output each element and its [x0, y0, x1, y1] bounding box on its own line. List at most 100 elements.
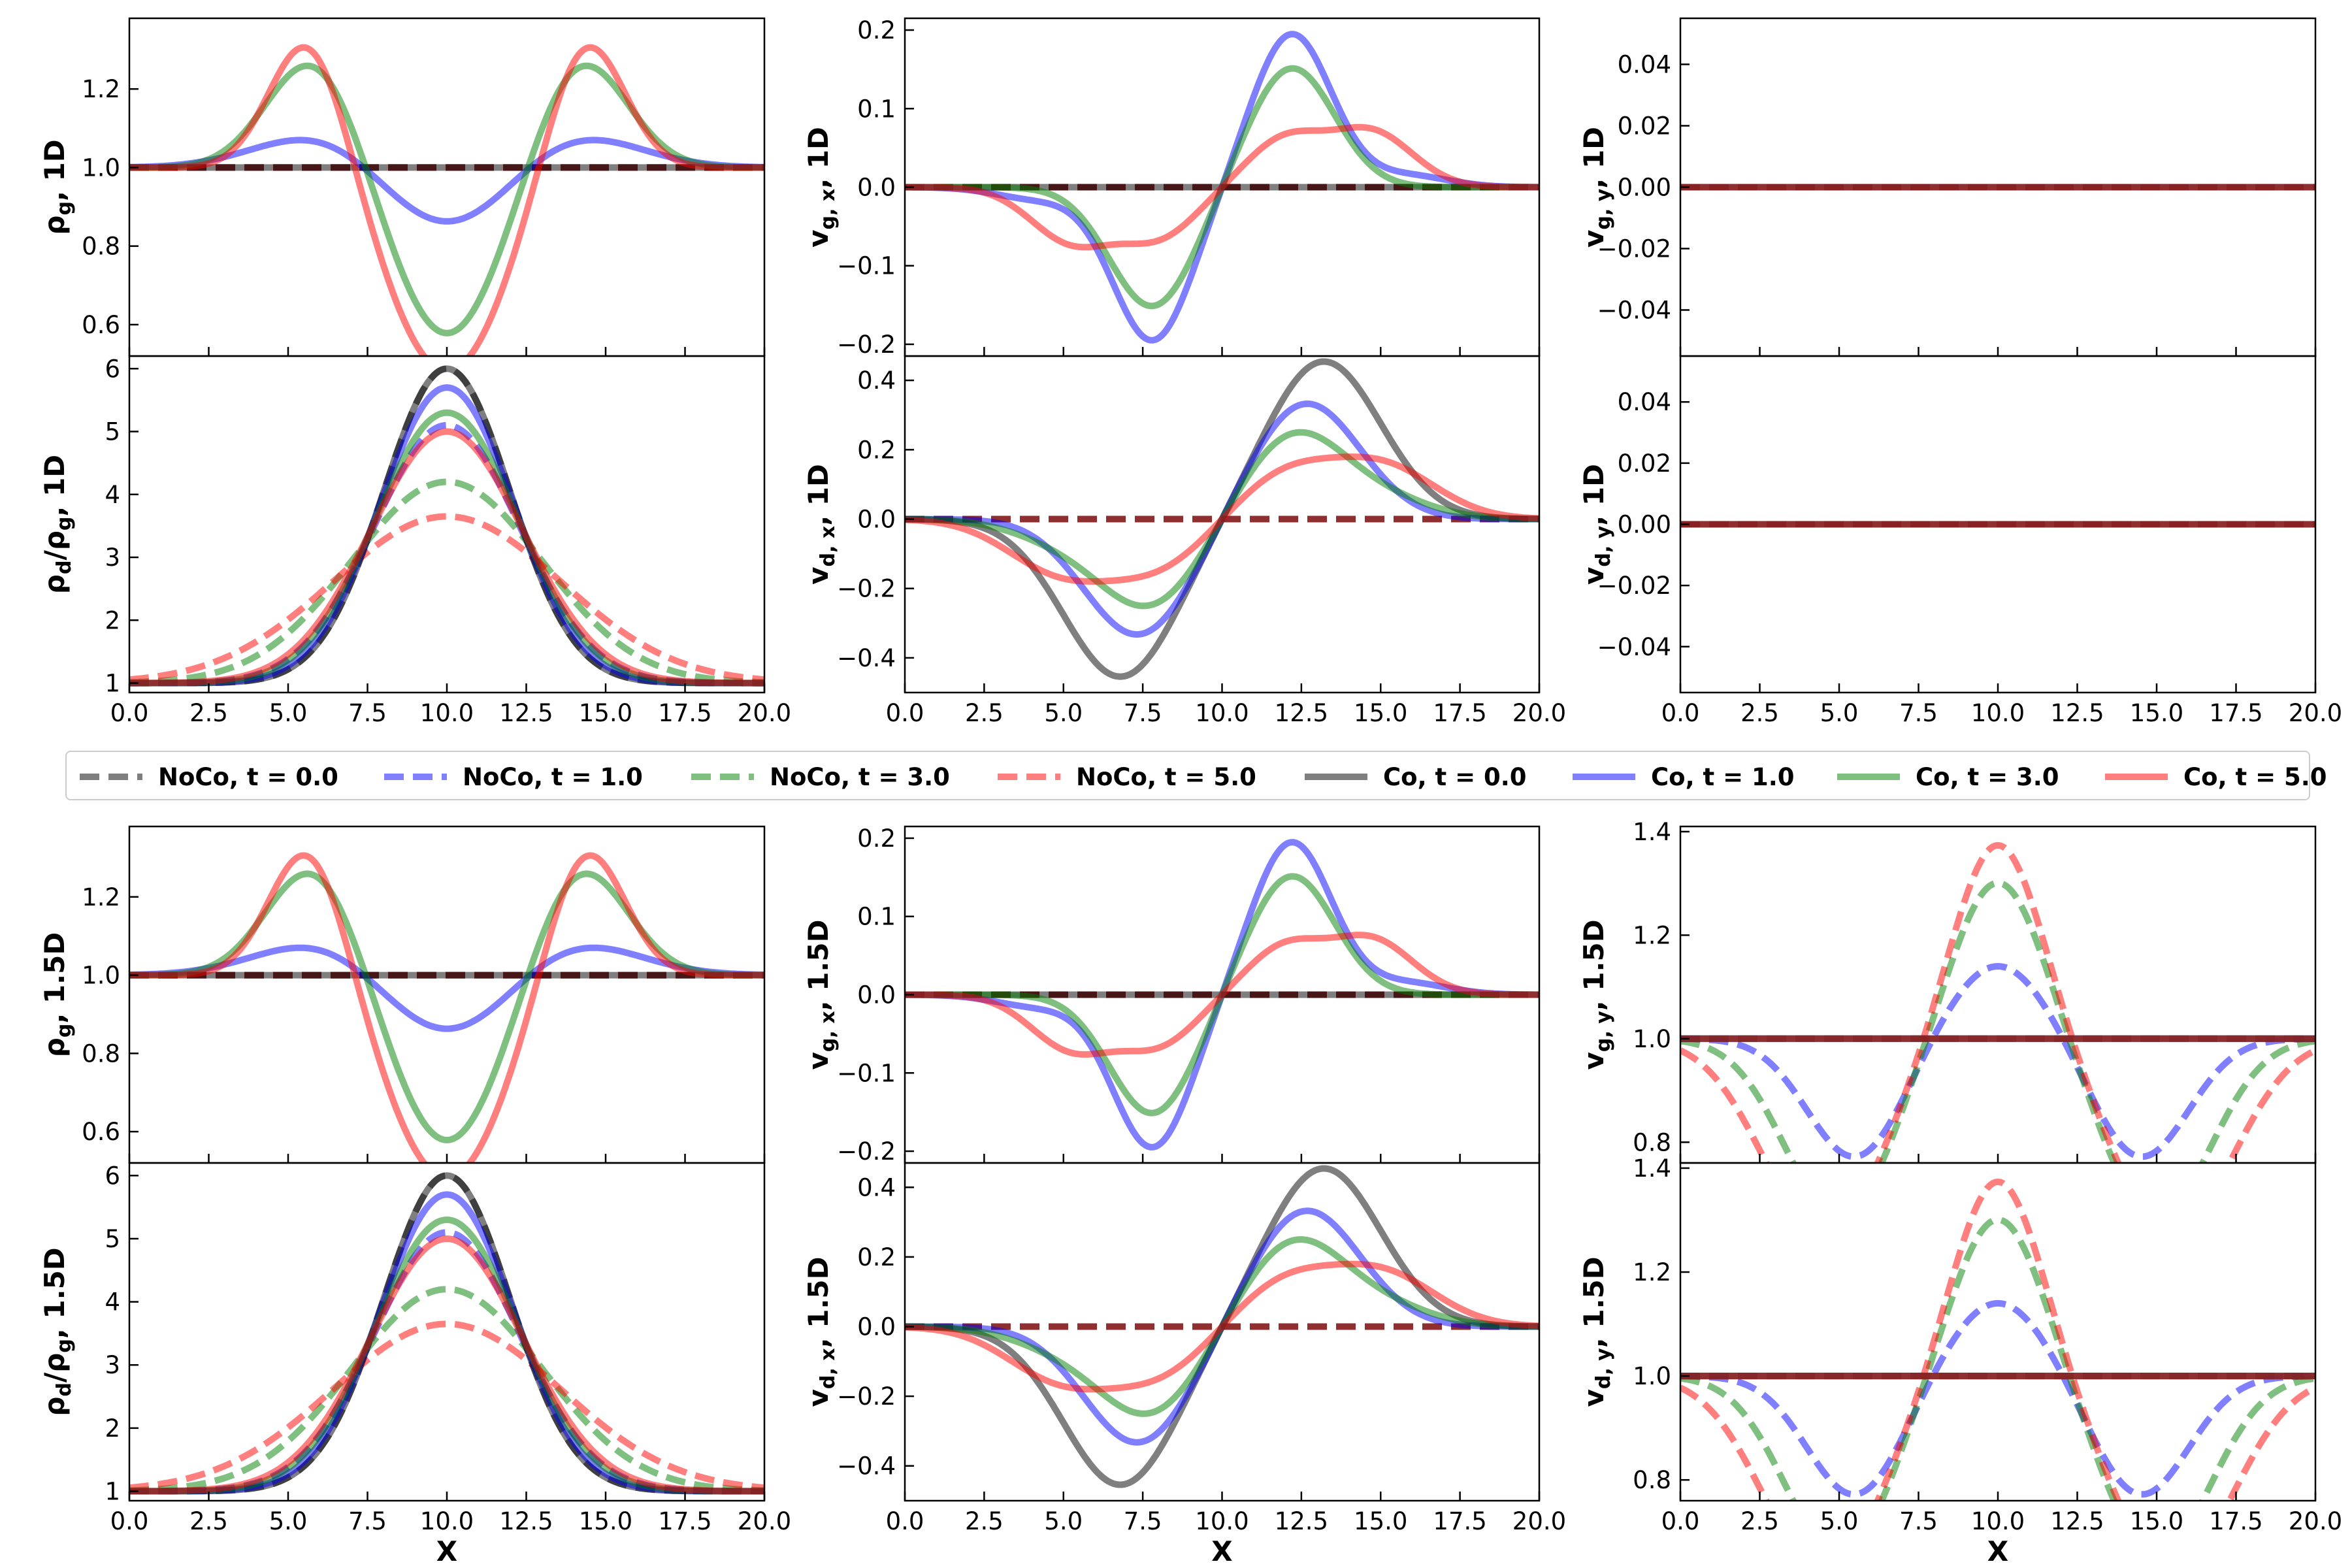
x-tick-label: 12.5 [499, 699, 553, 727]
x-tick-label: 7.5 [348, 1507, 387, 1535]
y-axis-label: vd, x, 1D [802, 464, 840, 585]
y-tick-label: −0.4 [837, 1452, 896, 1480]
y-tick-label: 0.6 [82, 311, 120, 339]
panel-vdy_15D: 0.8 1.0 1.2 1.4 0.0 2.5 5.0 7.5 10.0 12.5 15.0 17.5… [1578, 1154, 2342, 1567]
x-tick-label: 12.5 [1275, 1507, 1328, 1535]
legend-label: Co, t = 0.0 [1383, 762, 1527, 791]
y-tick-label: 0.0 [857, 506, 896, 534]
series-line [129, 513, 764, 683]
series-line [129, 44, 764, 356]
x-tick-label: 0.0 [886, 1507, 924, 1535]
x-tick-label: 2.5 [189, 699, 228, 727]
y-tick-label: 0.4 [857, 1173, 896, 1201]
x-tick-label: 15.0 [1354, 1507, 1407, 1535]
y-tick-label: −0.02 [1597, 235, 1671, 263]
x-tick-label: 7.5 [1124, 1507, 1162, 1535]
y-tick-label: 1.4 [1633, 1154, 1671, 1183]
series-line [1680, 1299, 2315, 1498]
x-tick-label: 17.5 [658, 699, 711, 727]
y-tick-label: 0.1 [857, 903, 896, 931]
y-tick-label: 5 [105, 418, 120, 446]
x-tick-label: 10.0 [420, 699, 474, 727]
y-tick-label: −0.2 [837, 1137, 896, 1166]
y-tick-label: 3 [105, 1351, 120, 1379]
series-line [129, 428, 764, 687]
y-axis-label: vg, x, 1D [802, 127, 840, 248]
series-group [129, 852, 764, 1163]
axes-frame [1679, 825, 2317, 1164]
x-tick-label: 10.0 [1971, 699, 2025, 727]
x-tick-label: 10.0 [1971, 1507, 2025, 1535]
x-tick-label: 0.0 [1661, 1507, 1700, 1535]
x-tick-label: 2.5 [965, 699, 1004, 727]
x-tick-label: 12.5 [499, 1507, 553, 1535]
y-tick-label: 0.4 [857, 367, 896, 395]
y-tick-label: 0.6 [82, 1118, 120, 1146]
x-tick-label: 20.0 [1512, 1507, 1566, 1535]
y-tick-label: 0.0 [857, 174, 896, 202]
y-axis-label: vg, y, 1.5D [1578, 919, 1615, 1070]
panel-vgx_1D: −0.2 −0.1 0.0 0.1 0.2 vg, x, 1D [802, 16, 1541, 359]
series-line [129, 1217, 764, 1495]
x-tick-label: 0.0 [886, 699, 924, 727]
y-tick-label: 0.2 [857, 825, 896, 853]
x-tick-label: 20.0 [2289, 1507, 2342, 1535]
x-tick-label: 17.5 [1433, 1507, 1486, 1535]
y-tick-label: 1 [105, 1478, 120, 1506]
series-line [905, 1260, 1539, 1393]
legend-label: NoCo, t = 0.0 [158, 762, 338, 791]
y-tick-label: 2 [105, 1414, 120, 1443]
y-tick-label: −0.4 [837, 644, 896, 672]
x-tick-label: 17.5 [658, 1507, 711, 1535]
y-tick-label: 0.8 [82, 233, 120, 261]
y-tick-label: 3 [105, 544, 120, 572]
axes-frame [128, 825, 766, 1164]
series-group [129, 1172, 764, 1495]
y-tick-label: 1.2 [82, 883, 120, 911]
x-tick-label: 15.0 [2130, 699, 2183, 727]
x-tick-label: 7.5 [1899, 699, 1938, 727]
legend-label: Co, t = 3.0 [1916, 762, 2059, 791]
legend-item: Co, t = 5.0 [2104, 752, 2327, 802]
series-line [905, 932, 1539, 1058]
y-tick-label: 0.0 [857, 1313, 896, 1341]
axes-frame [128, 1162, 766, 1502]
legend: NoCo, t = 0.0 NoCo, t = 1.0 NoCo, t = 3.0 N… [65, 751, 2327, 802]
y-tick-label: 2 [105, 606, 120, 634]
legend-swatch [2104, 773, 2169, 781]
x-tick-label: 5.0 [1820, 699, 1859, 727]
y-tick-label: −0.1 [837, 1059, 896, 1087]
legend-label: NoCo, t = 1.0 [463, 762, 643, 791]
x-tick-label: 0.0 [110, 699, 149, 727]
x-tick-label: 20.0 [2289, 699, 2342, 727]
x-tick-label: 2.5 [189, 1507, 228, 1535]
series-group [905, 1165, 1539, 1488]
y-tick-label: 0.02 [1618, 449, 1671, 478]
x-tick-label: 5.0 [269, 1507, 308, 1535]
series-line [129, 421, 764, 687]
legend-swatch [996, 773, 1062, 781]
y-tick-label: 5 [105, 1225, 120, 1253]
y-tick-label: 0.04 [1618, 388, 1671, 416]
legend-item: NoCo, t = 1.0 [383, 752, 643, 802]
y-tick-label: 0.2 [857, 1243, 896, 1271]
y-tick-label: −0.2 [837, 575, 896, 603]
x-tick-label: 10.0 [420, 1507, 474, 1535]
series-line [129, 852, 764, 1163]
legend-label: NoCo, t = 3.0 [770, 762, 950, 791]
x-tick-label: 17.5 [1433, 699, 1486, 727]
series-line [129, 1229, 764, 1495]
series-group [129, 365, 764, 687]
panel-vdx_15D: −0.4 −0.2 0.0 0.2 0.4 0.0 2.5 5.0 7.5 10.0 12.5 15.… [802, 1162, 1566, 1567]
y-tick-label: 1.0 [1633, 1362, 1671, 1390]
panel-vgy_15D: 0.8 1.0 1.2 1.4 vg, y, 1.5D [1578, 818, 2317, 1164]
x-tick-label: 15.0 [2130, 1507, 2183, 1535]
y-tick-label: 0.8 [1633, 1466, 1671, 1494]
x-tick-label: 15.0 [1354, 699, 1407, 727]
series-group [1680, 1178, 2315, 1501]
series-group [905, 358, 1539, 680]
y-tick-label: 1.0 [82, 154, 120, 182]
panel-vdy_1D: −0.04 −0.02 0.00 0.02 0.04 0.0 2.5 5.0 7.5 10.0 12… [1578, 355, 2342, 727]
series-group [905, 31, 1539, 344]
series-line [129, 1235, 764, 1495]
